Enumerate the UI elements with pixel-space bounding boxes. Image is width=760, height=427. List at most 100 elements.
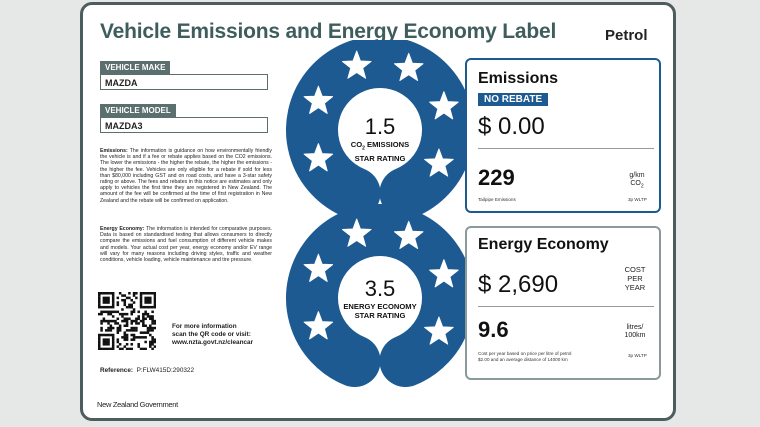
qr-module — [153, 298, 156, 302]
qr-module — [125, 347, 129, 350]
title: Vehicle Emissions and Energy Economy Lab… — [100, 20, 557, 43]
qr-module — [146, 326, 150, 330]
qr-module — [130, 303, 133, 307]
qr-module — [109, 305, 113, 309]
qr-module — [118, 329, 122, 332]
qr-module — [111, 296, 115, 300]
qr-module — [98, 298, 101, 302]
emissions-unit: g/km CO2 — [622, 172, 652, 190]
qr-module — [107, 310, 110, 314]
qr-module — [149, 326, 152, 330]
qr-module — [104, 301, 108, 304]
qr-module — [130, 312, 133, 316]
qr-module — [116, 340, 120, 344]
qr-module — [123, 331, 127, 334]
qr-module — [123, 294, 127, 297]
make-label: VEHICLE MAKE — [100, 61, 171, 74]
qr-module — [130, 326, 133, 330]
note-heading: Energy Economy: — [100, 226, 145, 232]
qr-module — [100, 322, 103, 325]
qr-module — [107, 338, 110, 341]
qr-module — [116, 345, 120, 348]
info-line: scan the QR code or visit: — [172, 331, 251, 338]
economy-rating: 3.5 ENERGY ECONOMY STAR RATING — [335, 276, 425, 320]
qr-module — [104, 305, 108, 309]
qr-module — [107, 347, 110, 350]
qr-module — [111, 326, 115, 330]
qr-module — [102, 343, 106, 346]
qr-code — [98, 292, 156, 350]
qr-module — [98, 303, 101, 307]
qr-module — [146, 331, 150, 334]
economy-unit: litres/100km — [618, 324, 652, 340]
qr-module — [125, 319, 129, 323]
qr-module — [104, 329, 108, 332]
qr-module — [144, 336, 147, 339]
qr-module — [142, 317, 145, 321]
qr-module — [111, 340, 115, 344]
qr-module — [142, 305, 145, 309]
qr-module — [98, 305, 101, 309]
qr-module — [107, 329, 110, 332]
qr-module — [153, 292, 156, 295]
qr-module — [151, 329, 154, 332]
qr-module — [132, 319, 136, 323]
qr-module — [125, 343, 129, 346]
qr-module — [130, 347, 133, 350]
qr-module — [149, 296, 152, 300]
qr-module — [107, 292, 110, 295]
emissions-amount: $ 0.00 — [478, 113, 545, 140]
unit-line: 100km — [624, 332, 646, 339]
qr-module — [139, 305, 143, 309]
economy-caption: Cost per year based on price per litre o… — [478, 351, 571, 362]
qr-module — [146, 305, 150, 309]
fuel-type: Petrol — [605, 27, 648, 44]
qr-module — [102, 301, 106, 304]
qr-module — [102, 340, 106, 344]
rating-value: 1.5 — [364, 114, 396, 139]
qr-module — [118, 312, 122, 316]
qr-module — [153, 340, 156, 344]
qr-module — [128, 347, 131, 350]
qr-module — [135, 317, 138, 321]
star — [424, 316, 454, 345]
reference-code: P:FLW415D:290322 — [136, 367, 195, 374]
qr-module — [149, 324, 152, 327]
qr-module — [125, 329, 129, 332]
qr-module — [144, 347, 147, 350]
qr-module — [153, 303, 156, 307]
emissions-heading: Emissions — [478, 70, 559, 87]
qr-module — [135, 292, 138, 295]
qr-module — [104, 340, 108, 344]
caption-line: Cost per year based on price per litre o… — [478, 351, 572, 356]
qr-module — [116, 331, 120, 334]
qr-module — [146, 292, 150, 295]
qr-module — [130, 305, 133, 309]
qr-module — [100, 333, 103, 337]
star — [303, 143, 334, 172]
rebate-badge: NO REBATE — [478, 93, 549, 106]
qr-module — [151, 336, 154, 339]
qr-module — [153, 322, 156, 325]
emissions-rating: 1.5 CO2 EMISSIONS STAR RATING — [335, 114, 425, 163]
qr-module — [153, 319, 156, 323]
qr-module — [109, 312, 113, 316]
star — [303, 311, 334, 340]
qr-module — [125, 317, 129, 321]
qr-module — [132, 301, 136, 304]
divider — [478, 148, 654, 149]
qr-module — [149, 292, 152, 295]
qr-module — [107, 322, 110, 325]
qr-module — [139, 296, 143, 300]
qr-module — [118, 347, 122, 350]
note-text: The information is intended for comparat… — [100, 226, 272, 264]
qr-module — [116, 303, 120, 307]
qr-module — [149, 315, 152, 318]
footer: New Zealand Government — [97, 400, 178, 409]
qr-module — [114, 310, 117, 314]
qr-module — [149, 305, 152, 309]
star — [429, 91, 459, 120]
qr-module — [98, 294, 101, 297]
qr-module — [104, 319, 108, 323]
qr-module — [121, 308, 124, 311]
